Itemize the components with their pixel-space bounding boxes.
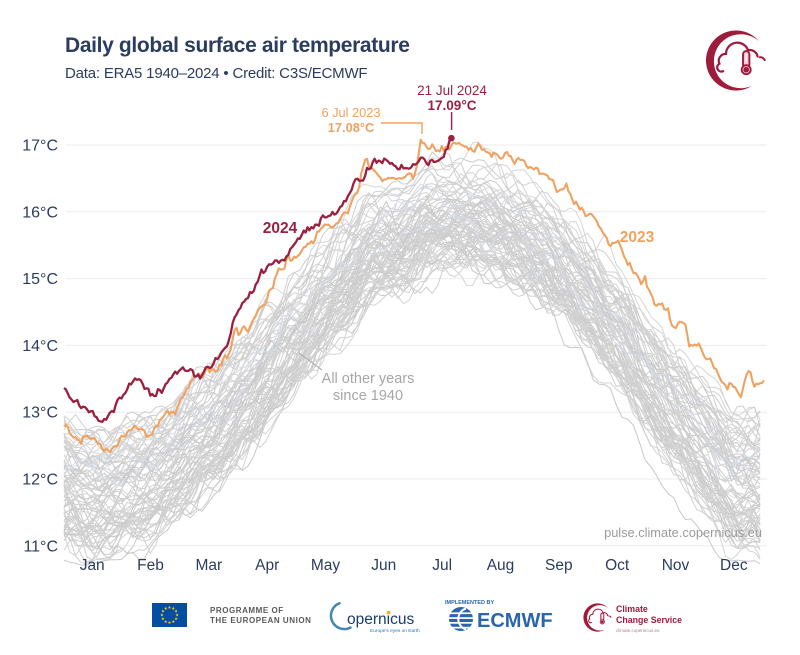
svg-text:Nov: Nov [662,557,690,574]
svg-text:PROGRAMME OF: PROGRAMME OF [210,606,284,615]
svg-text:THE EUROPEAN UNION: THE EUROPEAN UNION [210,616,311,625]
svg-text:IMPLEMENTED BY: IMPLEMENTED BY [445,600,495,606]
svg-text:2024: 2024 [263,220,298,237]
svg-text:Aug: Aug [487,557,515,574]
svg-text:Dec: Dec [720,557,748,574]
svg-text:2023: 2023 [620,229,655,246]
svg-text:13°C: 13°C [22,405,58,422]
svg-text:Apr: Apr [255,557,279,574]
svg-text:opernicus: opernicus [347,611,414,628]
svg-text:Oct: Oct [605,557,630,574]
svg-text:16°C: 16°C [22,204,58,221]
svg-text:Change Service: Change Service [616,615,682,625]
svg-text:Jan: Jan [80,557,105,574]
svg-text:pulse.climate.copernicus.eu: pulse.climate.copernicus.eu [604,525,762,540]
svg-text:11°C: 11°C [23,538,58,555]
svg-text:Jul: Jul [432,557,452,574]
svg-text:12°C: 12°C [22,472,58,489]
svg-text:17.08°C: 17.08°C [328,120,374,135]
svg-text:Europe's eyes on Earth: Europe's eyes on Earth [370,628,420,634]
svg-text:ECMWF: ECMWF [477,610,553,632]
svg-text:6 Jul 2023: 6 Jul 2023 [321,105,380,120]
svg-text:14°C: 14°C [22,338,58,355]
svg-text:21 Jul 2024: 21 Jul 2024 [417,83,487,98]
svg-text:17°C: 17°C [22,138,58,155]
svg-text:17.09°C: 17.09°C [428,98,477,113]
svg-text:All other years: All other years [322,371,415,387]
svg-text:May: May [311,557,341,574]
svg-text:Feb: Feb [137,557,164,574]
svg-text:Climate: Climate [616,604,648,614]
svg-text:Data: ERA5 1940–2024 • Credit:: Data: ERA5 1940–2024 • Credit: C3S/ECMWF [65,65,367,82]
svg-text:Mar: Mar [195,557,222,574]
svg-text:15°C: 15°C [22,271,58,288]
svg-text:since 1940: since 1940 [333,388,403,404]
svg-text:Daily global surface air tempe: Daily global surface air temperature [65,34,410,57]
svg-text:Jun: Jun [371,557,396,574]
svg-text:climate.copernicus.eu: climate.copernicus.eu [616,628,660,633]
svg-text:Sep: Sep [545,557,573,574]
